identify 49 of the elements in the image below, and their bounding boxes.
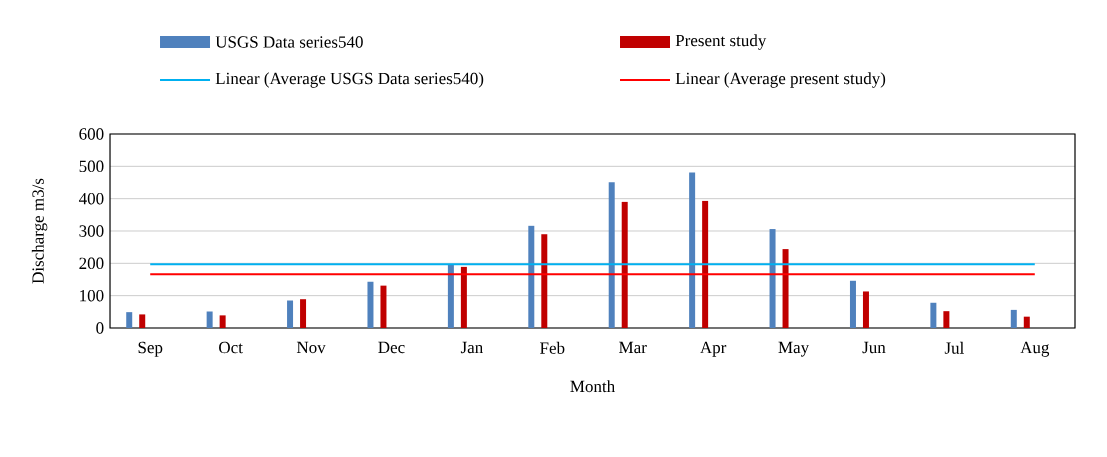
bar	[528, 225, 535, 328]
x-tick-label: Feb	[540, 341, 565, 354]
y-tick-label: 200	[79, 257, 104, 270]
bar	[300, 299, 307, 328]
x-tick-label: Jan	[460, 341, 483, 354]
bar	[608, 182, 615, 328]
y-tick-label: 300	[79, 225, 104, 237]
y-tick-label: 500	[79, 160, 104, 173]
bar	[621, 201, 628, 328]
y-tick-label: 0	[96, 322, 104, 334]
legend-label: Linear (Average present study)	[675, 72, 886, 88]
y-tick-label: 100	[80, 289, 104, 302]
bar	[769, 229, 776, 328]
x-tick-label: Sep	[138, 341, 163, 357]
x-tick-label: Apr	[700, 341, 727, 357]
bar	[219, 315, 226, 328]
bar	[460, 266, 467, 328]
bar	[943, 311, 950, 328]
bar	[139, 314, 146, 328]
bar	[380, 285, 387, 328]
x-axis-title: Month	[570, 380, 615, 393]
y-axis-title: Discharge m3/s	[31, 178, 48, 284]
bar	[782, 249, 789, 328]
y-tick-label: 400	[78, 192, 104, 205]
x-tick-label: Mar	[619, 341, 647, 354]
x-tick-label: Jun	[862, 341, 886, 354]
bar	[1023, 316, 1030, 328]
bar	[541, 234, 548, 328]
x-tick-label: Nov	[296, 341, 326, 354]
bar	[849, 280, 856, 328]
bar	[287, 300, 294, 328]
x-tick-label: Jul	[944, 341, 964, 354]
x-tick-label: May	[778, 341, 810, 357]
legend-label: Linear (Average USGS Data series540)	[215, 72, 484, 88]
bar	[930, 302, 937, 328]
bar	[367, 281, 374, 328]
x-tick-label: Aug	[1020, 341, 1050, 357]
bar	[206, 311, 213, 328]
bar	[447, 264, 454, 328]
legend-label: Present study	[675, 34, 767, 50]
bar	[702, 200, 709, 328]
x-tick-label: Oct	[219, 341, 243, 354]
legend-label: USGS Data series540	[215, 36, 363, 48]
bar	[862, 291, 869, 328]
bar	[689, 172, 696, 328]
x-tick-label: Dec	[378, 341, 405, 354]
bar	[126, 312, 133, 328]
y-tick-label: 600	[79, 128, 104, 140]
bar	[1010, 309, 1017, 328]
